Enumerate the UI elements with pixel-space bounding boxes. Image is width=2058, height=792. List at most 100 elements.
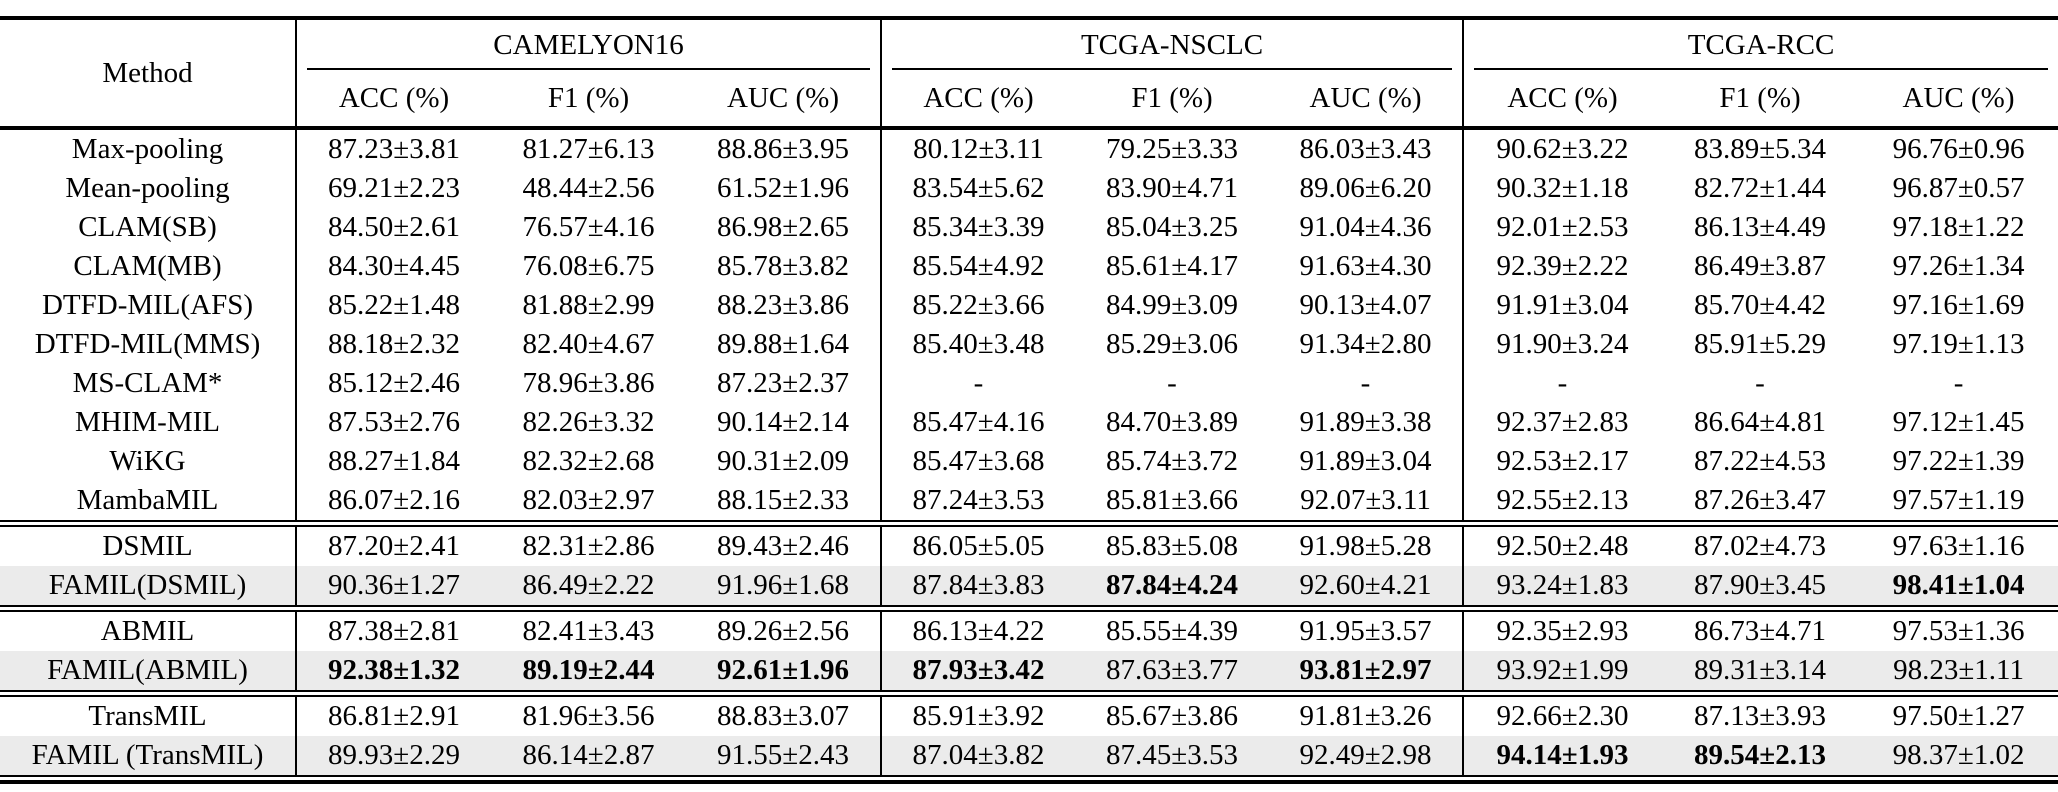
method-cell: MHIM-MIL [75,406,220,438]
value-cell: 82.41±3.43 [522,615,655,647]
method-cell: Mean-pooling [65,172,230,204]
value-cell: 92.50±2.48 [1462,526,1662,566]
value-cell: 93.81±2.97 [1269,651,1464,691]
value-cell: 91.96±1.68 [686,566,882,606]
value-cell: 98.37±1.02 [1859,736,2058,775]
value-cell: 86.07±2.16 [295,481,491,521]
value-cell: 90.32±1.18 [1462,169,1662,208]
value-cell: 90.13±4.07 [1299,289,1432,321]
value-cell: 97.16±1.69 [1892,289,2025,321]
value-cell: 97.12±1.45 [1892,406,2025,438]
group-header-row: Method CAMELYON16 TCGA-NSCLC TCGA-RCC [0,18,2058,89]
table-bottom-rule [0,775,2058,784]
value-cell: 87.45±3.53 [1075,736,1270,775]
value-cell: 82.40±4.67 [522,328,655,360]
value-cell: 97.26±1.34 [1892,250,2025,282]
value-cell: 97.50±1.27 [1892,700,2025,732]
value-cell: 61.52±1.96 [717,172,849,204]
table-row: CLAM(SB) 84.50±2.61 76.57±4.16 86.98±2.65 85… [0,208,2058,247]
method-cell: ABMIL [100,615,195,647]
value-cell: - [1360,367,1371,399]
value-cell: 86.81±2.91 [295,696,491,736]
value-cell: 82.32±2.68 [522,445,655,477]
value-cell: 97.18±1.22 [1892,211,2025,243]
value-cell: 82.26±3.32 [522,406,655,438]
value-cell: 87.24±3.53 [880,481,1076,521]
value-cell: 92.35±2.93 [1462,611,1662,651]
value-cell: 87.02±4.73 [1694,530,1826,562]
value-cell: 87.04±3.82 [880,736,1076,775]
value-cell: 85.22±3.66 [880,286,1076,325]
value-cell: 92.37±2.83 [1462,403,1662,442]
value-cell: 89.43±2.46 [717,530,849,562]
value-cell: 91.55±2.43 [686,736,882,775]
value-cell: 86.49±3.87 [1694,250,1826,282]
value-cell: 97.57±1.19 [1892,484,2025,516]
value-cell: 89.26±2.56 [717,615,849,647]
value-cell: 91.91±3.04 [1462,286,1662,325]
value-cell: 85.67±3.86 [1106,700,1238,732]
value-cell: 89.54±2.13 [1661,736,1860,775]
value-cell: 91.98±5.28 [1299,530,1432,562]
value-cell: 92.53±2.17 [1462,442,1662,481]
value-cell: 97.22±1.39 [1892,445,2025,477]
value-cell: 92.60±4.21 [1269,566,1464,606]
group-header-tcga-rcc: TCGA-RCC [1462,18,2058,70]
table-row: Max-pooling 87.23±3.81 81.27±6.13 88.86±3.9… [0,128,2058,169]
table-row: Mean-pooling 69.21±2.23 48.44±2.56 61.52±1.… [0,169,2058,208]
value-cell: 84.30±4.45 [295,247,491,286]
value-cell: 92.07±3.11 [1300,484,1431,516]
value-cell: 87.26±3.47 [1694,484,1826,516]
value-cell: 69.21±2.23 [295,169,491,208]
table-row: DTFD-MIL(MMS) 88.18±2.32 82.40±4.67 89.88±1… [0,325,2058,364]
method-cell: CLAM(MB) [73,250,222,282]
value-cell: 92.61±1.96 [686,651,882,691]
method-cell: FAMIL (TransMIL) [0,736,296,775]
value-cell: 98.41±1.04 [1859,566,2058,606]
value-cell: 89.19±2.44 [491,651,686,691]
metric-header-cam-auc: AUC (%) [727,81,839,114]
table-row: TransMIL 86.81±2.91 81.96±3.56 88.83±3.07 85… [0,696,2058,736]
value-cell: 82.72±1.44 [1694,172,1826,204]
value-cell: 85.47±4.16 [880,403,1076,442]
value-cell: 97.63±1.16 [1892,530,2025,562]
value-cell: 85.47±3.68 [880,442,1076,481]
value-cell: - [1953,367,1964,399]
value-cell: 97.19±1.13 [1892,328,2025,360]
method-cell: DSMIL [102,530,193,562]
table-row: ABMIL 87.38±2.81 82.41±3.43 89.26±2.56 86.13… [0,611,2058,651]
value-cell: 86.05±5.05 [880,526,1076,566]
value-cell: 88.18±2.32 [295,325,491,364]
value-cell: - [1462,364,1662,403]
value-cell: 76.08±6.75 [522,250,655,282]
table-row: FAMIL(ABMIL) 92.38±1.32 89.19±2.44 92.61±1.… [0,651,2058,691]
value-cell: 96.87±0.57 [1892,172,2025,204]
value-cell: 81.27±6.13 [522,133,655,165]
value-cell: 84.99±3.09 [1106,289,1238,321]
value-cell: 85.74±3.72 [1106,445,1238,477]
value-cell: - [880,364,1076,403]
value-cell: 92.38±1.32 [295,651,491,691]
section-separator-rule [0,690,2058,697]
value-cell: 97.53±1.36 [1892,615,2025,647]
value-cell: 85.83±5.08 [1106,530,1238,562]
value-cell: 91.89±3.38 [1299,406,1432,438]
value-cell: 91.89±3.04 [1299,445,1432,477]
value-cell: 93.24±1.83 [1462,566,1662,606]
method-cell: MS-CLAM* [72,367,223,399]
method-cell: TransMIL [88,700,207,732]
value-cell: 91.63±4.30 [1299,250,1432,282]
metric-header-row: ACC (%) F1 (%) AUC (%) ACC (%) F1 (%) AU… [0,70,2058,128]
value-cell: 86.64±4.81 [1694,406,1826,438]
metric-header-nsclc-acc: ACC (%) [880,70,1076,128]
table-row: CLAM(MB) 84.30±4.45 76.08±6.75 85.78±3.82 85… [0,247,2058,286]
value-cell: 87.23±2.37 [717,367,849,399]
value-cell: 85.91±5.29 [1694,328,1826,360]
value-cell: 91.04±4.36 [1299,211,1432,243]
value-cell: 85.70±4.42 [1694,289,1826,321]
value-cell: 88.23±3.86 [717,289,849,321]
metric-header-rcc-auc: AUC (%) [1902,81,2015,114]
value-cell: 92.01±2.53 [1462,208,1662,247]
value-cell: 86.13±4.49 [1694,211,1826,243]
